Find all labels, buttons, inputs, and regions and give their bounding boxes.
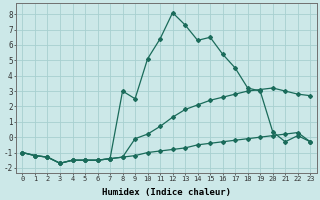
- X-axis label: Humidex (Indice chaleur): Humidex (Indice chaleur): [102, 188, 231, 197]
